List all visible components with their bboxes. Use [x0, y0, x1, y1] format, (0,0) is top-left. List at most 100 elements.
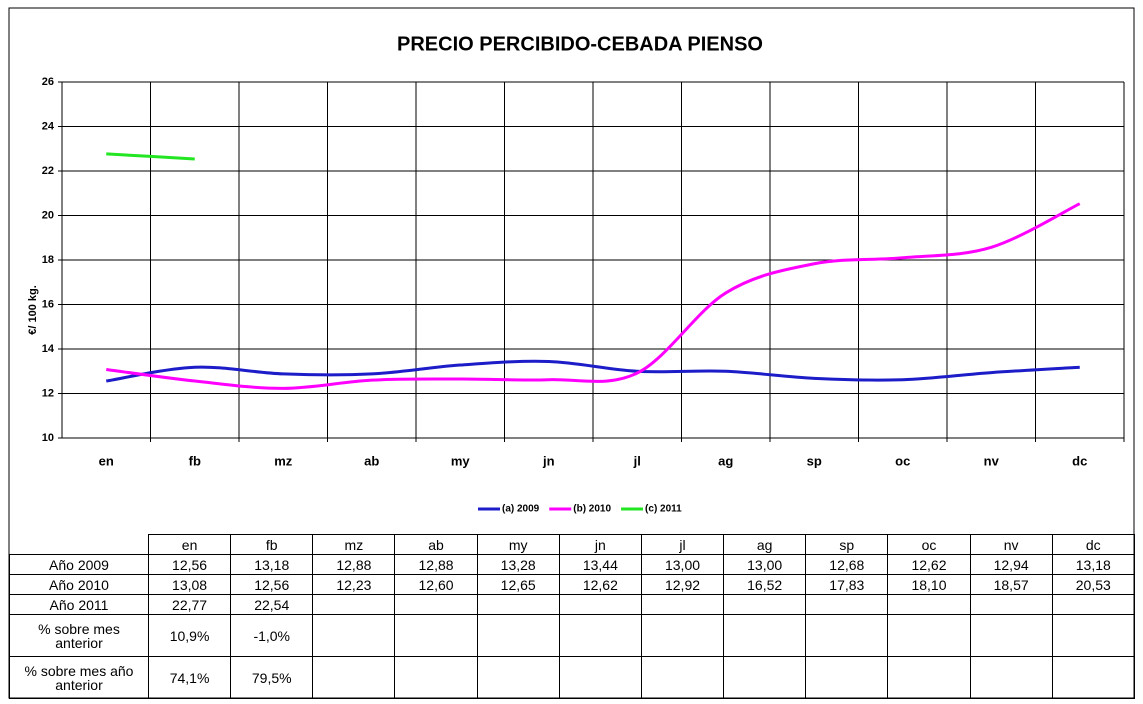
- table-row: % sobre mes año anterior 74,1% 79,5%: [9, 656, 1135, 699]
- table-cell: 12,92: [640, 574, 725, 595]
- x-tick-label: ag: [718, 453, 733, 468]
- legend-label: (c) 2011: [645, 504, 682, 515]
- table-cell: [887, 594, 971, 615]
- table-cell: 13,18: [1051, 554, 1135, 575]
- table-cell: 12,62: [887, 554, 971, 575]
- y-tick-label: 18: [42, 254, 54, 266]
- table-row: % sobre mes anterior 10,9% -1,0%: [9, 614, 1135, 657]
- data-table: en fb mz ab my jn jl ag sp oc nv dc Año 2009 12,56 13,…: [9, 534, 1135, 699]
- table-cell: [558, 656, 642, 699]
- table-cell: 12,60: [394, 574, 478, 595]
- corner-cell: [9, 534, 149, 555]
- table-cell: [640, 614, 725, 657]
- table-cell: [1051, 656, 1135, 699]
- table-cell: 12,56: [230, 574, 314, 595]
- row-label: % sobre mes año anterior: [9, 656, 149, 699]
- x-tick-label: ab: [364, 453, 379, 468]
- x-tick-label: mz: [274, 453, 293, 468]
- table-cell: 13,18: [230, 554, 314, 575]
- table-cell: 12,88: [394, 554, 478, 575]
- table-cell: 79,5%: [230, 656, 314, 699]
- header-cell: mz: [312, 534, 396, 555]
- header-cell: dc: [1051, 534, 1135, 555]
- y-tick-label: 10: [42, 432, 54, 444]
- header-cell: ag: [723, 534, 807, 555]
- table-cell: [476, 614, 560, 657]
- table-cell: [805, 594, 889, 615]
- chart-title: PRECIO PERCIBIDO-CEBADA PIENSO: [397, 33, 763, 55]
- table-cell: [312, 614, 396, 657]
- header-cell: en: [147, 534, 232, 555]
- header-row: en fb mz ab my jn jl ag sp oc nv dc: [9, 534, 1135, 555]
- y-axis-label: €/ 100 kg.: [27, 285, 39, 335]
- table-cell: [558, 594, 642, 615]
- y-tick-label: 26: [42, 76, 54, 88]
- table-cell: 74,1%: [147, 656, 232, 699]
- table-cell: 13,44: [558, 554, 642, 575]
- table-cell: [312, 594, 396, 615]
- table-cell: [1051, 614, 1135, 657]
- x-tick-label: nv: [984, 453, 1000, 468]
- table-cell: 12,65: [476, 574, 560, 595]
- table-cell: [969, 594, 1053, 615]
- table-cell: [394, 614, 478, 657]
- header-cell: sp: [805, 534, 889, 555]
- y-tick-label: 12: [42, 387, 54, 399]
- table-row: Año 2011 22,77 22,54: [9, 594, 1135, 615]
- header-cell: fb: [230, 534, 314, 555]
- y-tick-label: 20: [42, 209, 54, 221]
- table-cell: 13,00: [723, 554, 807, 575]
- table-cell: [476, 594, 560, 615]
- table-cell: [723, 594, 807, 615]
- row-label: Año 2010: [9, 574, 149, 595]
- table-cell: [969, 656, 1053, 699]
- table-cell: 12,94: [969, 554, 1053, 575]
- x-tick-label: jn: [542, 453, 555, 468]
- table-cell: 12,88: [312, 554, 396, 575]
- table-cell: [558, 614, 642, 657]
- table-cell: [723, 656, 807, 699]
- y-tick-label: 16: [42, 298, 54, 310]
- x-tick-label: en: [99, 453, 114, 468]
- table-cell: 13,08: [147, 574, 232, 595]
- table-cell: 18,10: [887, 574, 971, 595]
- table-cell: 13,28: [476, 554, 560, 575]
- table-cell: [805, 614, 889, 657]
- y-tick-label: 24: [42, 120, 55, 132]
- header-cell: oc: [887, 534, 971, 555]
- table-cell: [394, 656, 478, 699]
- legend-label: (b) 2010: [573, 504, 611, 515]
- table-cell: -1,0%: [230, 614, 314, 657]
- x-tick-label: oc: [895, 453, 910, 468]
- series-line: [106, 152, 195, 161]
- table-cell: 20,53: [1051, 574, 1135, 595]
- table-cell: 10,9%: [147, 614, 232, 657]
- table-cell: 22,54: [230, 594, 314, 615]
- header-cell: jn: [558, 534, 642, 555]
- row-label: Año 2009: [9, 554, 149, 575]
- header-cell: ab: [394, 534, 478, 555]
- table-row: Año 2010 13,08 12,56 12,23 12,60 12,65 12,62 12…: [9, 574, 1135, 595]
- table-cell: 12,68: [805, 554, 889, 575]
- x-tick-label: fb: [189, 453, 201, 468]
- table-cell: 13,00: [640, 554, 725, 575]
- row-label: Año 2011: [9, 594, 149, 615]
- header-cell: nv: [969, 534, 1053, 555]
- x-tick-label: dc: [1072, 453, 1087, 468]
- table-cell: 17,83: [805, 574, 889, 595]
- table-cell: 16,52: [723, 574, 807, 595]
- header-cell: jl: [640, 534, 725, 555]
- row-label: % sobre mes anterior: [9, 614, 149, 657]
- table-cell: [394, 594, 478, 615]
- table-cell: [312, 656, 396, 699]
- table-cell: 22,77: [147, 594, 232, 615]
- x-tick-label: my: [451, 453, 471, 468]
- table-cell: [1051, 594, 1135, 615]
- y-tick-label: 14: [42, 343, 55, 355]
- table-cell: 12,23: [312, 574, 396, 595]
- table-cell: 18,57: [969, 574, 1053, 595]
- table-cell: [887, 656, 971, 699]
- series-line: [106, 359, 1080, 383]
